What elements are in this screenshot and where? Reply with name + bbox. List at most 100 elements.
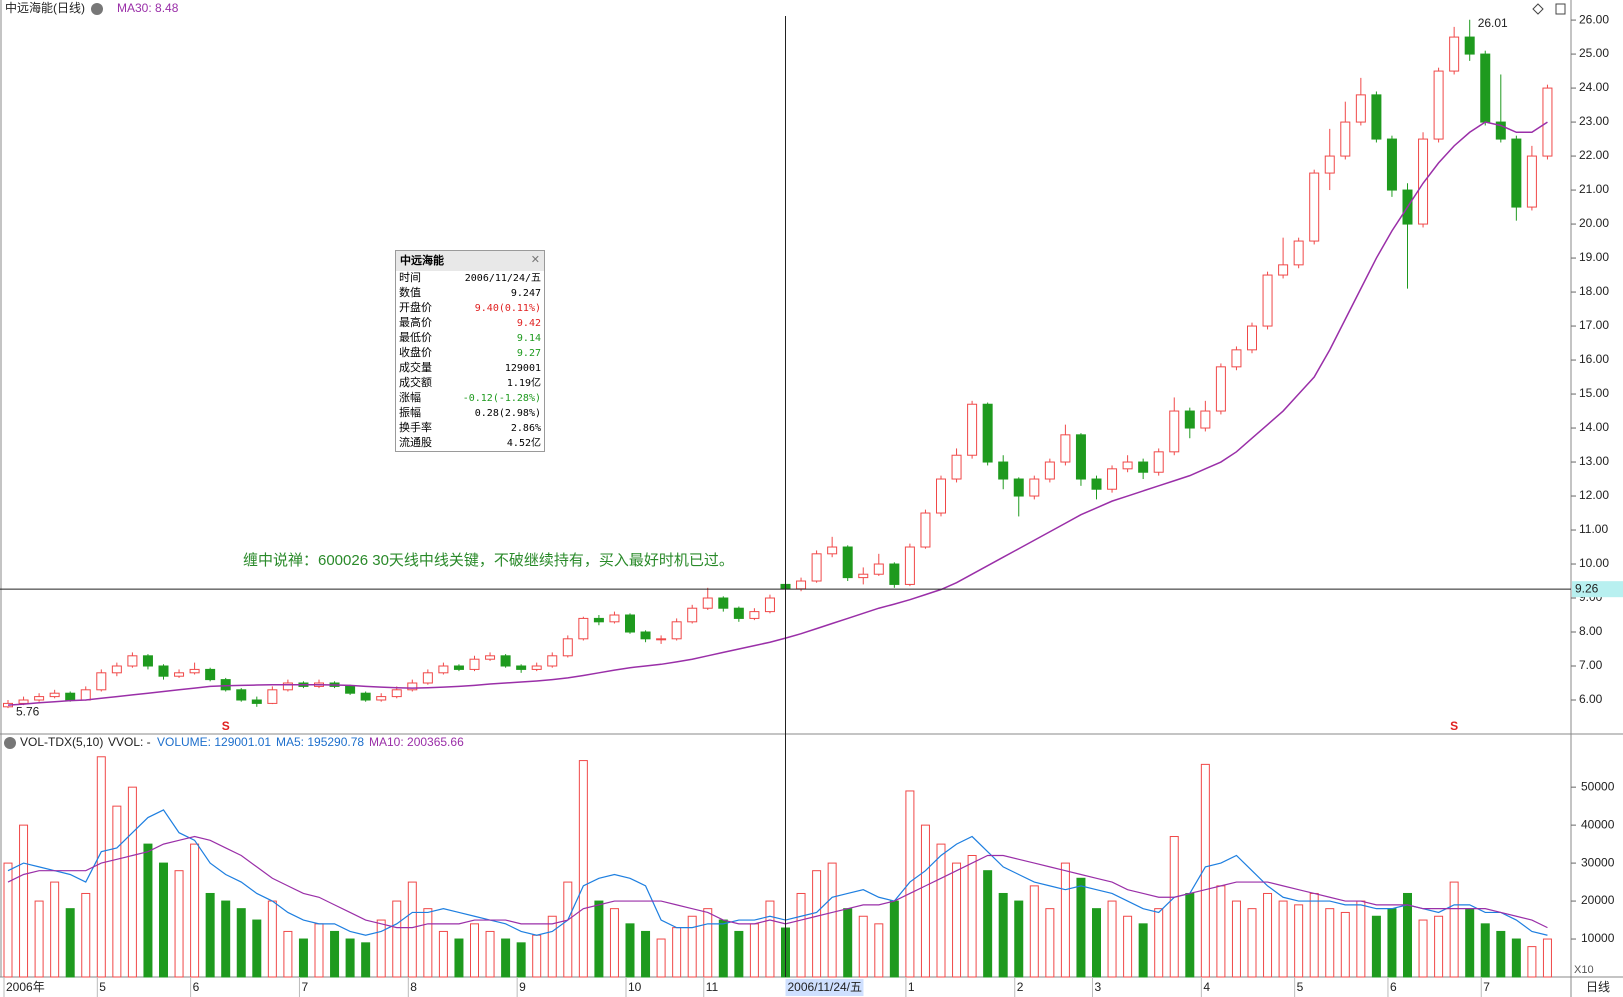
info-row: 最高价 9.42 — [396, 316, 544, 331]
y-tick-label: 16.00 — [1579, 352, 1609, 366]
volume-bar — [1278, 900, 1288, 978]
info-label: 换手率 — [399, 422, 432, 434]
volume-label: MA5: 195290.78 — [276, 735, 364, 749]
candle-body — [1075, 434, 1086, 480]
volume-bar — [143, 843, 153, 978]
info-title: 中远海能 ✕ — [396, 251, 544, 271]
info-rows: 时间 2006/11/24/五 数值 9.247 开盘价 9.40(0.11%) 最高价 9.… — [396, 271, 544, 451]
candle-body — [764, 597, 775, 613]
candle-body — [625, 614, 635, 633]
ma10-line — [7, 835, 1548, 929]
volume-bar — [1434, 915, 1444, 978]
candle-body — [578, 617, 589, 640]
candle-body — [1184, 410, 1195, 429]
menu-button[interactable] — [91, 3, 103, 15]
candle-body — [1340, 121, 1351, 157]
candle-body — [282, 682, 293, 691]
info-value: -0.12(-1.28%) — [462, 393, 541, 404]
candle-body — [1418, 138, 1429, 225]
volume-bar — [827, 862, 837, 978]
y-tick-label: 40000 — [1581, 817, 1615, 831]
volume-bar — [1387, 908, 1397, 978]
info-label: 时间 — [399, 272, 421, 284]
volume-bar — [1403, 892, 1412, 978]
chart-title: 中远海能(日线) — [5, 0, 85, 15]
volume-bar — [361, 942, 371, 978]
volume-bar — [1527, 946, 1537, 978]
volume-bar — [625, 923, 635, 978]
icon[interactable] — [1555, 3, 1566, 15]
volume-bar — [330, 930, 340, 978]
candle-body — [1511, 138, 1522, 208]
volume-bar — [267, 900, 277, 978]
candle-body — [1309, 172, 1320, 242]
volume-bar — [874, 923, 884, 978]
volume-bar — [1247, 908, 1257, 978]
volume-bar — [1076, 877, 1086, 978]
volume-bar — [1154, 908, 1164, 978]
candle-body — [407, 682, 418, 691]
info-row: 最低价 9.14 — [396, 331, 544, 346]
volume-bar — [765, 900, 775, 978]
x-tick-label: 10 — [628, 980, 642, 994]
info-label: 成交量 — [399, 362, 432, 374]
info-row: 涨幅 -0.12(-1.28%) — [396, 391, 544, 406]
unit-label: X10 — [1574, 964, 1594, 976]
info-label: 收盘价 — [399, 347, 432, 359]
volume-bar — [687, 915, 697, 978]
candle-body — [500, 655, 511, 667]
volume-bar — [1185, 892, 1195, 978]
volume-bar — [983, 870, 993, 978]
y-tick-label: 24.00 — [1579, 80, 1609, 94]
volume-bar — [1511, 938, 1521, 978]
info-value: 9.14 — [516, 333, 541, 344]
volume-bar — [656, 938, 666, 978]
candle-body — [142, 655, 153, 667]
y-tick-label: 23.00 — [1579, 114, 1609, 128]
candle-body — [469, 658, 480, 670]
volume-bar — [1045, 908, 1055, 978]
candle-body — [1231, 349, 1242, 368]
y-tick-label: 20000 — [1581, 893, 1615, 907]
volume-label: VVOL: - — [108, 735, 151, 749]
info-row: 时间 2006/11/24/五 — [396, 271, 544, 286]
menu-button[interactable] — [4, 737, 16, 749]
volume-bar — [1449, 881, 1459, 978]
x-tick-label: 8 — [410, 980, 417, 994]
info-value: 9.247 — [510, 288, 541, 299]
close-button[interactable]: ✕ — [530, 254, 540, 266]
y-tick-label: 15.00 — [1579, 386, 1609, 400]
volume-bar — [998, 892, 1008, 978]
candle-body — [1355, 94, 1366, 123]
info-row: 成交额 1.19亿 — [396, 376, 544, 391]
candle-body — [951, 454, 962, 480]
volume-bar — [1169, 836, 1179, 978]
volume-bar — [516, 942, 526, 978]
volume-bar — [532, 934, 542, 978]
candle-body — [904, 546, 915, 585]
volume-bar — [843, 908, 853, 978]
volume-bar — [1356, 900, 1366, 978]
info-label: 最高价 — [399, 317, 432, 329]
candle-body — [889, 563, 900, 585]
y-tick-label: 8.00 — [1579, 624, 1603, 638]
volume-bar — [485, 930, 495, 978]
volume-bar — [641, 930, 651, 978]
icon[interactable] — [1532, 3, 1544, 15]
candle-body — [174, 672, 185, 677]
candle-body — [96, 672, 107, 691]
info-value: 129001 — [504, 363, 541, 374]
volume-bar — [1231, 900, 1241, 978]
candle-body — [1091, 478, 1102, 490]
volume-bar — [563, 881, 573, 978]
info-value: 0.28(2.98%) — [474, 408, 541, 419]
volume-label: VOLUME: 129001.01 — [157, 735, 271, 749]
info-label: 开盘价 — [399, 302, 432, 314]
y-tick-label: 10.00 — [1579, 556, 1609, 570]
candle-body — [438, 665, 449, 674]
ma30-line — [7, 121, 1548, 706]
volume-bar — [236, 908, 246, 978]
volume-bar — [345, 938, 355, 978]
ma5-line — [7, 809, 1548, 936]
